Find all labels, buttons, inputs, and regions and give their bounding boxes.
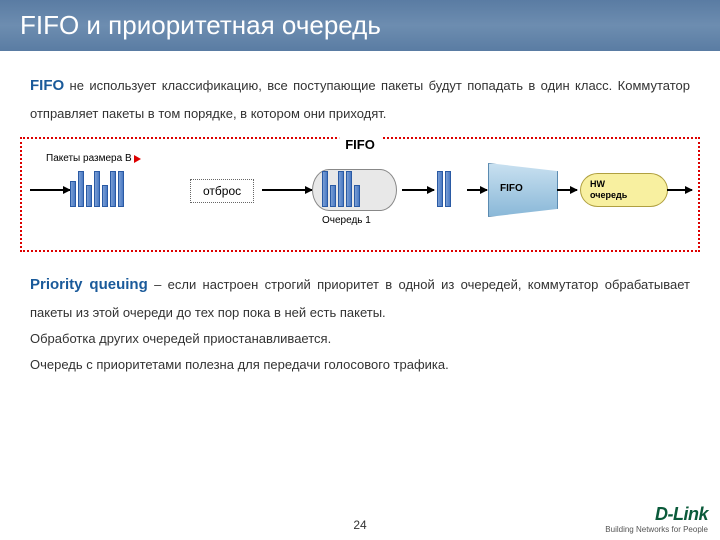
priority-paragraph: Priority queuing – если настроен строгий… bbox=[0, 262, 720, 326]
priority-lead: Priority queuing bbox=[30, 276, 148, 293]
packet-cluster-1 bbox=[70, 171, 124, 207]
hw-queue-label: HWочередь bbox=[590, 179, 627, 201]
packet bbox=[330, 185, 336, 207]
packet bbox=[322, 171, 328, 207]
packet bbox=[346, 171, 352, 207]
packet bbox=[110, 171, 116, 207]
logo-tagline: Building Networks for People bbox=[605, 525, 708, 534]
packet-cluster-3 bbox=[437, 171, 451, 207]
packet bbox=[437, 171, 443, 207]
packet bbox=[86, 185, 92, 207]
packet-cluster-2 bbox=[322, 171, 360, 207]
extra-line-1: Обработка других очередей приостанавлива… bbox=[0, 326, 720, 352]
packet bbox=[78, 171, 84, 207]
diagram-title: FIFO bbox=[339, 137, 381, 152]
arrow-6 bbox=[667, 189, 692, 191]
fifo-trap-label: FIFO bbox=[500, 183, 523, 194]
packet bbox=[70, 181, 76, 207]
arrow-4 bbox=[467, 189, 487, 191]
red-triangle-icon bbox=[134, 155, 141, 163]
extra-line-2: Очередь с приоритетами полезна для перед… bbox=[0, 352, 720, 378]
logo-brand: D-Link bbox=[605, 504, 708, 525]
packet bbox=[354, 185, 360, 207]
page-number: 24 bbox=[353, 518, 366, 532]
slide-title: FIFO и приоритетная очередь bbox=[20, 10, 700, 41]
drop-box: отброс bbox=[190, 179, 254, 203]
packet bbox=[338, 171, 344, 207]
packet bbox=[102, 185, 108, 207]
packet bbox=[118, 171, 124, 207]
fifo-trapezoid bbox=[488, 163, 558, 217]
packet bbox=[94, 171, 100, 207]
fifo-lead: FIFO bbox=[30, 77, 64, 94]
arrow-3 bbox=[402, 189, 434, 191]
fifo-text: не использует классификацию, все поступа… bbox=[30, 78, 690, 121]
queue1-label: Очередь 1 bbox=[322, 215, 371, 226]
fifo-diagram: FIFO Пакеты размера B отброс Очередь 1 F… bbox=[20, 137, 700, 252]
arrow-1 bbox=[30, 189, 70, 191]
packet bbox=[445, 171, 451, 207]
arrow-5 bbox=[557, 189, 577, 191]
fifo-paragraph: FIFO не использует классификацию, все по… bbox=[0, 51, 720, 127]
arrow-2 bbox=[262, 189, 312, 191]
brand-logo: D-Link Building Networks for People bbox=[605, 504, 708, 534]
packets-size-label: Пакеты размера B bbox=[46, 153, 132, 164]
slide-header: FIFO и приоритетная очередь bbox=[0, 0, 720, 51]
